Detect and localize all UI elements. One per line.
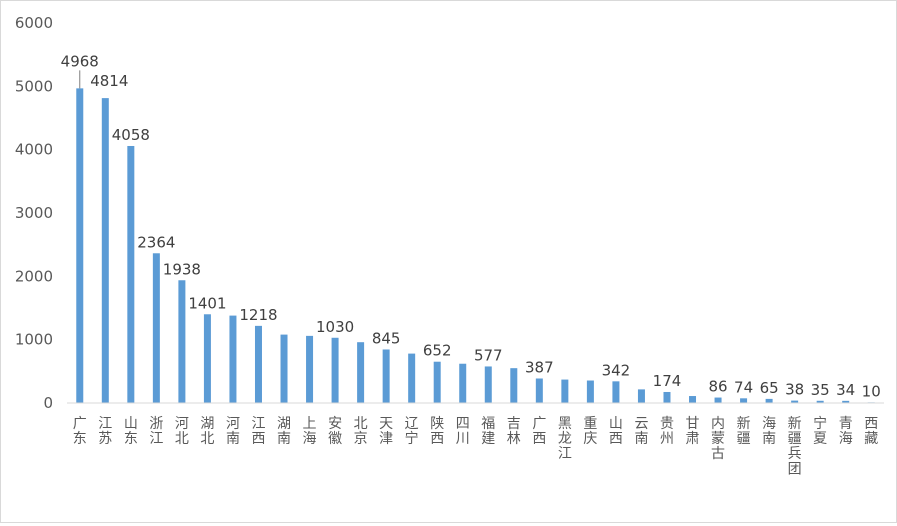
y-tick-label: 0: [43, 394, 53, 412]
data-label: 74: [734, 378, 753, 396]
bar: [331, 337, 339, 403]
bar: [127, 145, 135, 404]
data-label: 1218: [239, 306, 277, 324]
x-tick-label: 甘肃: [686, 416, 700, 447]
x-tick-label: 四川: [456, 416, 470, 447]
x-axis: 广东江苏山东浙江河北湖北河南江西湖南上海安徽北京天津辽宁陕西四川福建吉林广西黑龙…: [67, 402, 884, 477]
x-tick-label: 辽宁: [405, 416, 419, 447]
bar: [561, 379, 569, 403]
bar: [740, 398, 748, 403]
bar: [178, 280, 186, 403]
data-label: 35: [811, 381, 830, 399]
bar: [306, 335, 314, 403]
bar: [663, 391, 671, 403]
x-tick-label: 新疆: [737, 416, 751, 447]
data-label: 34: [836, 381, 855, 399]
bars: [76, 88, 875, 404]
bar: [152, 253, 160, 403]
x-tick-label: 河南: [226, 416, 240, 447]
bar: [484, 366, 492, 403]
data-label: 4058: [112, 126, 150, 144]
data-label: 342: [602, 361, 631, 379]
x-tick-label: 新疆兵团: [788, 416, 802, 477]
data-label: 4968: [61, 52, 99, 70]
y-tick-label: 3000: [15, 204, 53, 222]
y-tick-label: 4000: [15, 141, 53, 159]
bar: [280, 334, 288, 403]
x-tick-label: 山东: [124, 416, 138, 447]
bar: [765, 398, 773, 403]
data-labels: 4968 4814 4058 2364 1938 1401 1218 1030 845 652 57…: [61, 52, 881, 400]
bar: [842, 400, 850, 403]
data-label: 652: [423, 342, 452, 360]
bar: [510, 368, 518, 403]
bar: [382, 349, 390, 403]
bar: [101, 98, 109, 404]
data-label: 1938: [163, 260, 201, 278]
bar: [612, 381, 620, 403]
x-tick-label: 云南: [634, 416, 648, 447]
data-label: 65: [760, 379, 779, 397]
y-tick-label: 1000: [15, 331, 53, 349]
x-tick-label: 广东: [73, 416, 87, 447]
data-label: 10: [862, 382, 881, 400]
bar: [459, 363, 467, 403]
x-tick-label: 浙江: [149, 416, 163, 447]
data-label: 577: [474, 346, 503, 364]
x-tick-label: 天津: [379, 416, 393, 447]
data-label: 387: [525, 358, 554, 376]
x-tick-label: 河北: [175, 416, 189, 447]
bar: [203, 314, 211, 403]
x-tick-label: 湖南: [277, 416, 291, 447]
x-tick-label: 黑龙江: [558, 416, 572, 462]
x-tick-label: 吉林: [507, 416, 521, 447]
data-label: 2364: [137, 233, 175, 251]
x-tick-label: 陕西: [430, 416, 444, 447]
data-label: 845: [372, 329, 401, 347]
x-tick-label: 贵州: [660, 416, 674, 447]
y-axis: 0 1000 2000 3000 4000 5000 6000: [15, 14, 53, 412]
bar: [357, 342, 365, 403]
bar: [254, 325, 262, 403]
y-tick-label: 6000: [15, 14, 53, 32]
x-tick-label: 上海: [303, 416, 317, 447]
bar: [637, 389, 645, 403]
bar: [689, 396, 697, 403]
bar: [408, 353, 416, 403]
data-label: 38: [785, 381, 804, 399]
data-label: 4814: [90, 72, 128, 90]
x-tick-label: 福建: [481, 416, 495, 447]
x-tick-label: 宁夏: [813, 415, 827, 447]
x-tick-label: 山西: [609, 416, 623, 447]
x-tick-label: 江西: [251, 416, 265, 447]
x-tick-label: 内蒙古: [711, 416, 725, 462]
bar: [791, 400, 799, 403]
y-tick-label: 5000: [15, 77, 53, 95]
data-label: 1401: [188, 294, 226, 312]
x-tick-label: 湖北: [200, 416, 214, 447]
x-tick-label: 江苏: [98, 416, 112, 447]
x-tick-label: 海南: [762, 416, 776, 447]
bar: [714, 397, 722, 403]
bar: [586, 380, 594, 403]
x-tick-label: 青海: [839, 416, 853, 447]
bar: [433, 361, 441, 403]
bar: [76, 88, 84, 404]
bar: [816, 400, 824, 403]
data-label: 86: [709, 378, 728, 396]
bar: [535, 378, 543, 403]
data-label: 1030: [316, 318, 354, 336]
x-tick-label: 广西: [532, 416, 546, 447]
x-tick-label: 北京: [354, 416, 368, 447]
bar: [229, 315, 237, 403]
x-tick-label: 西藏: [864, 416, 878, 447]
x-tick-label: 重庆: [583, 416, 597, 447]
data-label: 174: [653, 372, 682, 390]
y-tick-label: 2000: [15, 267, 53, 285]
x-tick-label: 安徽: [328, 416, 342, 447]
